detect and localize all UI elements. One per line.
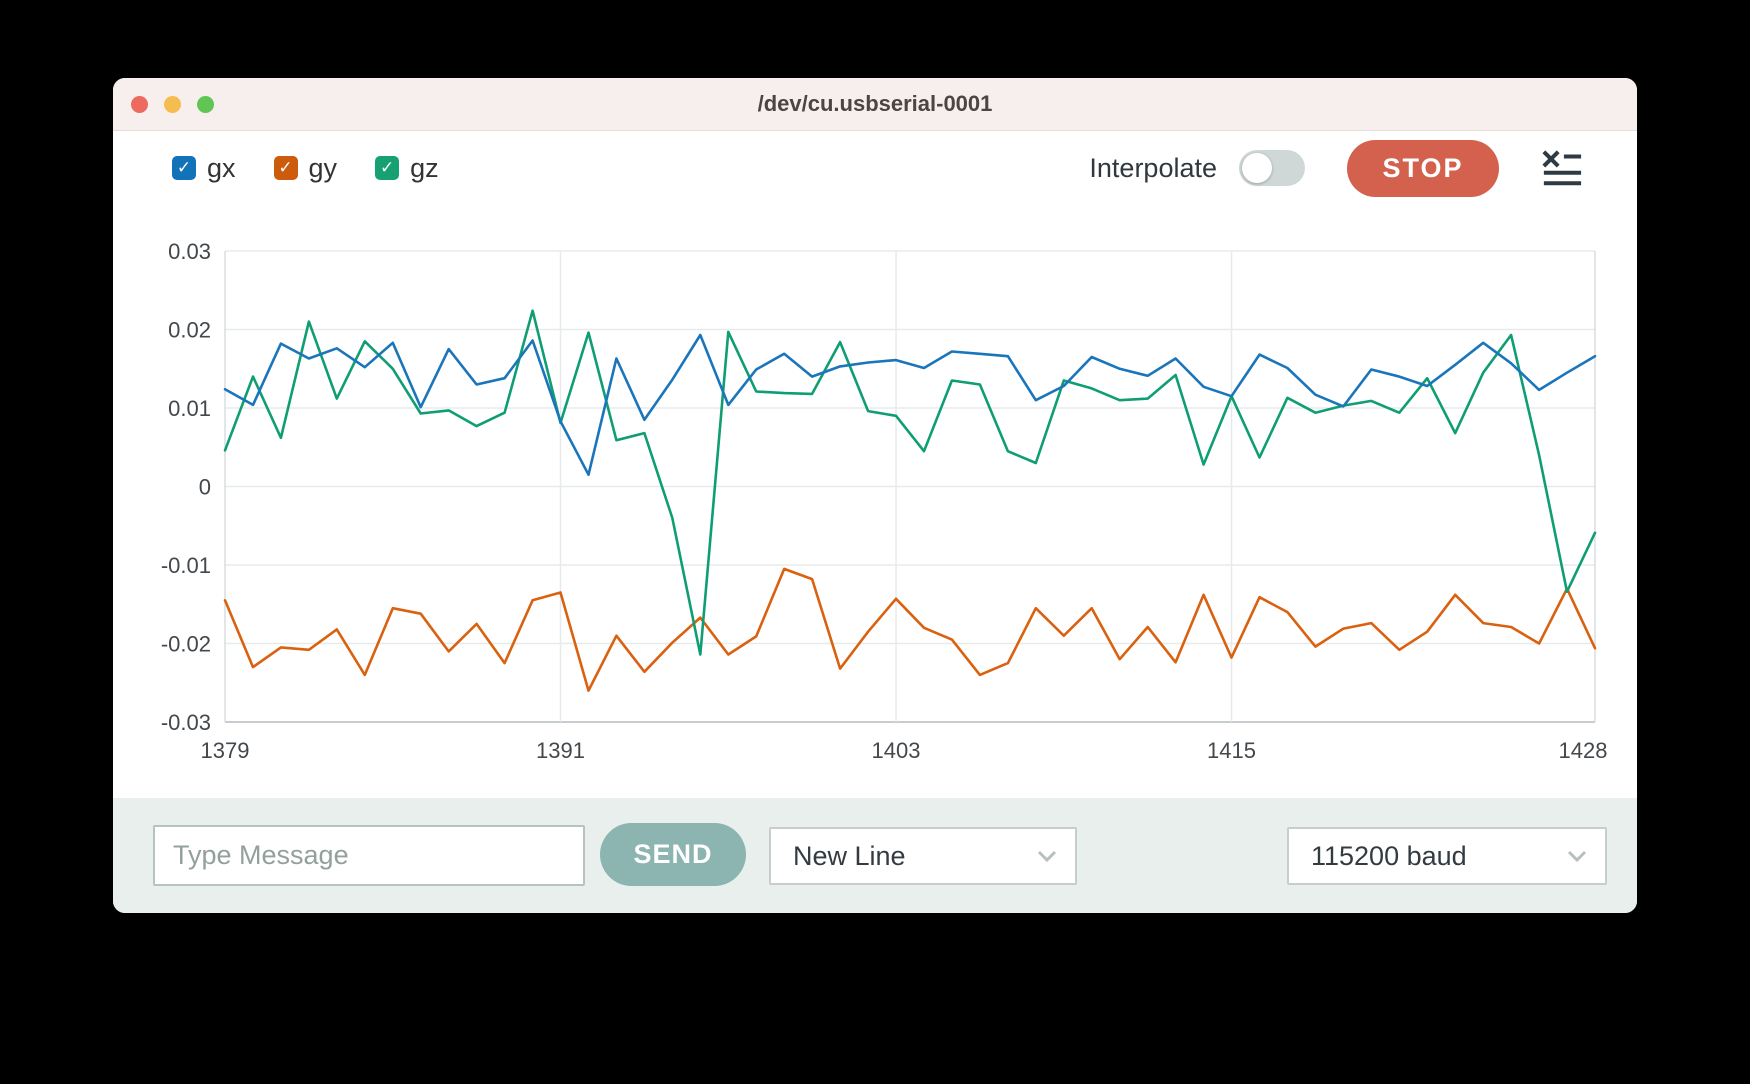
axis-tick-label: -0.01 [161, 553, 211, 578]
bottom-bar: SEND New Line 115200 baud [113, 798, 1637, 913]
line-chart: 0.03 0.02 0.01 0 -0.01 -0.02 -0.03 1379 1391 1403… [161, 239, 1608, 763]
close-button[interactable] [131, 95, 148, 113]
minimize-button[interactable] [164, 95, 181, 113]
zoom-button[interactable] [197, 95, 214, 113]
axis-tick-label: 0 [199, 475, 211, 500]
baud-rate-value: 115200 baud [1311, 840, 1467, 871]
app-window: /dev/cu.usbserial-0001 ✓ gx ✓ gy ✓ gz In… [113, 78, 1637, 913]
series-label-gx: gx [207, 152, 236, 183]
axis-tick-label: 0.02 [168, 318, 211, 343]
axis-tick-label: 1379 [201, 738, 250, 763]
toggle-knob [1242, 153, 1272, 183]
chevron-down-icon [1037, 850, 1057, 862]
axis-tick-label: 0.01 [168, 396, 211, 421]
axis-tick-label: 1403 [872, 738, 921, 763]
axis-tick-label: 1391 [536, 738, 585, 763]
series-checkbox-gz[interactable]: ✓ gz [375, 153, 439, 184]
line-ending-value: New Line [793, 840, 906, 871]
message-input[interactable] [153, 825, 585, 886]
baud-rate-select[interactable]: 115200 baud [1287, 827, 1607, 885]
chevron-down-icon [1567, 850, 1587, 862]
window-title: /dev/cu.usbserial-0001 [757, 91, 993, 116]
series-line-gx [223, 333, 1597, 477]
series-line-gy [223, 567, 1597, 692]
send-button[interactable]: SEND [600, 823, 746, 886]
series-label-gy: gy [308, 152, 338, 183]
chart-area: 0.03 0.02 0.01 0 -0.01 -0.02 -0.03 1379 1391 1403… [113, 208, 1637, 768]
checkbox-checked-icon[interactable]: ✓ [273, 156, 298, 180]
series-checkbox-gy[interactable]: ✓ gy [273, 152, 338, 184]
controls-row: ✓ gx ✓ gy ✓ gz Interpolate STOP [113, 136, 1637, 200]
clear-list-icon[interactable] [1541, 148, 1583, 188]
series-legend: ✓ gx ✓ gy ✓ gz [172, 153, 439, 184]
axis-tick-label: -0.02 [161, 632, 211, 657]
interpolate-label: Interpolate [1089, 152, 1217, 183]
axis-tick-label: -0.03 [161, 710, 211, 735]
checkbox-checked-icon[interactable]: ✓ [375, 156, 400, 180]
series-label-gz: gz [410, 152, 439, 183]
interpolate-toggle[interactable] [1239, 150, 1305, 186]
line-ending-select[interactable]: New Line [769, 827, 1077, 885]
titlebar[interactable]: /dev/cu.usbserial-0001 [113, 78, 1637, 131]
series-checkbox-gx[interactable]: ✓ gx [172, 153, 236, 184]
checkbox-checked-icon[interactable]: ✓ [172, 156, 196, 180]
axis-tick-label: 1428 [1559, 738, 1608, 763]
series-line-gz [223, 309, 1597, 656]
stop-button[interactable]: STOP [1347, 139, 1499, 197]
axis-tick-label: 1415 [1207, 738, 1256, 763]
axis-tick-label: 0.03 [168, 239, 211, 264]
